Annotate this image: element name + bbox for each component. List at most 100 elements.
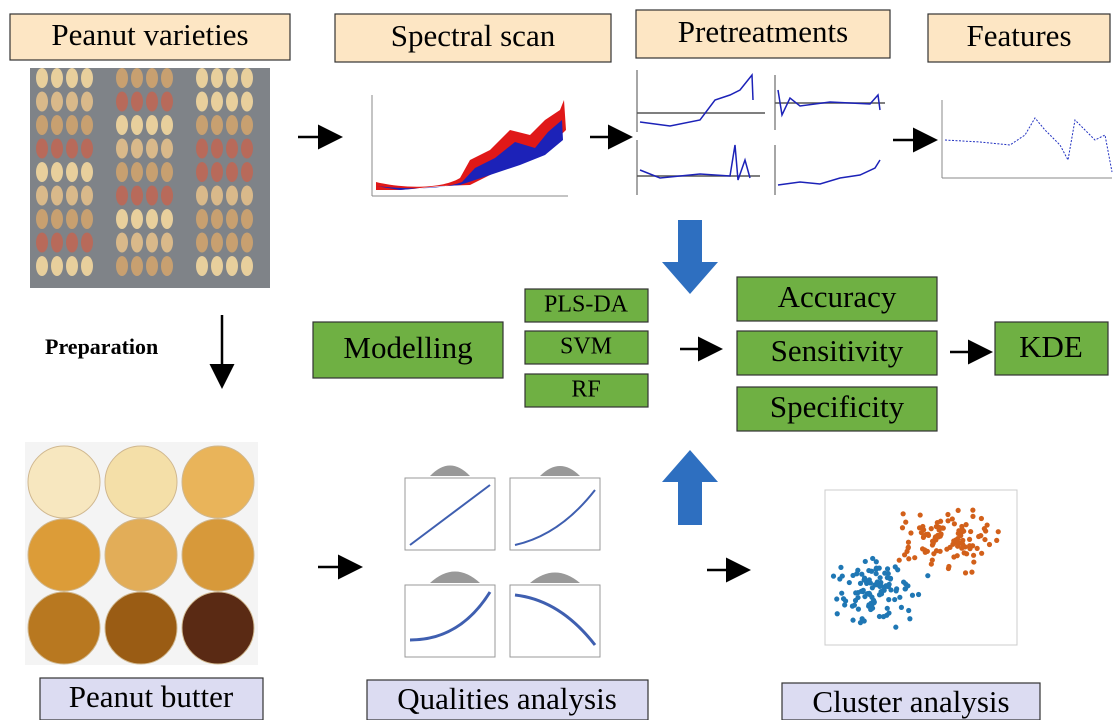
point [852,603,857,608]
peanut [161,233,173,253]
cluster-plot [825,490,1017,645]
label: Cluster analysis [812,684,1009,719]
label: KDE [1019,329,1083,364]
peanut [161,115,173,135]
point [968,529,973,534]
peanut [116,68,128,88]
peanut [81,186,93,206]
label: RF [571,377,600,403]
peanut [36,256,48,276]
point [961,529,966,534]
point [835,611,840,616]
point [971,553,976,558]
peanut [116,256,128,276]
peanut [196,115,208,135]
peanut [66,162,78,182]
point [996,529,1001,534]
peanut [146,209,158,229]
peanut [81,115,93,135]
peanut [211,115,223,135]
point [878,589,883,594]
point [870,600,875,605]
peanut [36,68,48,88]
peanut [116,162,128,182]
peanut [226,186,238,206]
point [951,554,956,559]
plate [28,592,100,664]
peanut [131,162,143,182]
peanut-image [30,68,270,288]
point [856,607,861,612]
point [979,551,984,556]
quality-plots [405,466,600,658]
peanut [211,68,223,88]
point [874,582,879,587]
peanut [226,256,238,276]
point [834,596,839,601]
peanut [196,139,208,159]
point [941,526,946,531]
point [946,566,951,571]
peanut [131,256,143,276]
peanut [131,92,143,112]
peanut [241,139,253,159]
point [870,606,875,611]
peanut [196,186,208,206]
point [929,526,934,531]
peanut [81,162,93,182]
peanut [51,92,63,112]
point [975,546,980,551]
peanut [161,139,173,159]
peanut [241,92,253,112]
peanut [131,115,143,135]
peanut [211,256,223,276]
peanut [66,92,78,112]
peanut [226,115,238,135]
point [910,593,915,598]
peanut [36,162,48,182]
point [899,605,904,610]
peanut [241,256,253,276]
point [908,530,913,535]
point [958,533,963,538]
point [901,579,906,584]
peanut [81,92,93,112]
peanut [36,92,48,112]
spectral-chart [372,95,568,196]
peanut [226,162,238,182]
point [979,516,984,521]
point [840,573,845,578]
point [906,556,911,561]
point [919,530,924,535]
peanut [241,162,253,182]
point [952,521,957,526]
peanut [226,139,238,159]
peanut [161,256,173,276]
peanut [51,209,63,229]
peanut [116,209,128,229]
point [868,580,873,585]
label: SVM [560,334,612,360]
peanut [196,233,208,253]
point [850,618,855,623]
label: Specificity [770,389,905,424]
point [970,508,975,513]
point [912,555,917,560]
label: Sensitivity [771,333,904,368]
peanut [226,209,238,229]
peanut [131,209,143,229]
point [907,616,912,621]
peanut [36,139,48,159]
point [858,581,863,586]
point [902,552,907,557]
point [885,575,890,580]
peanut [66,233,78,253]
point [838,565,843,570]
peanut [36,233,48,253]
plate [28,519,100,591]
peanut [211,209,223,229]
point [971,559,976,564]
point [944,547,949,552]
peanut [36,115,48,135]
peanut [116,115,128,135]
